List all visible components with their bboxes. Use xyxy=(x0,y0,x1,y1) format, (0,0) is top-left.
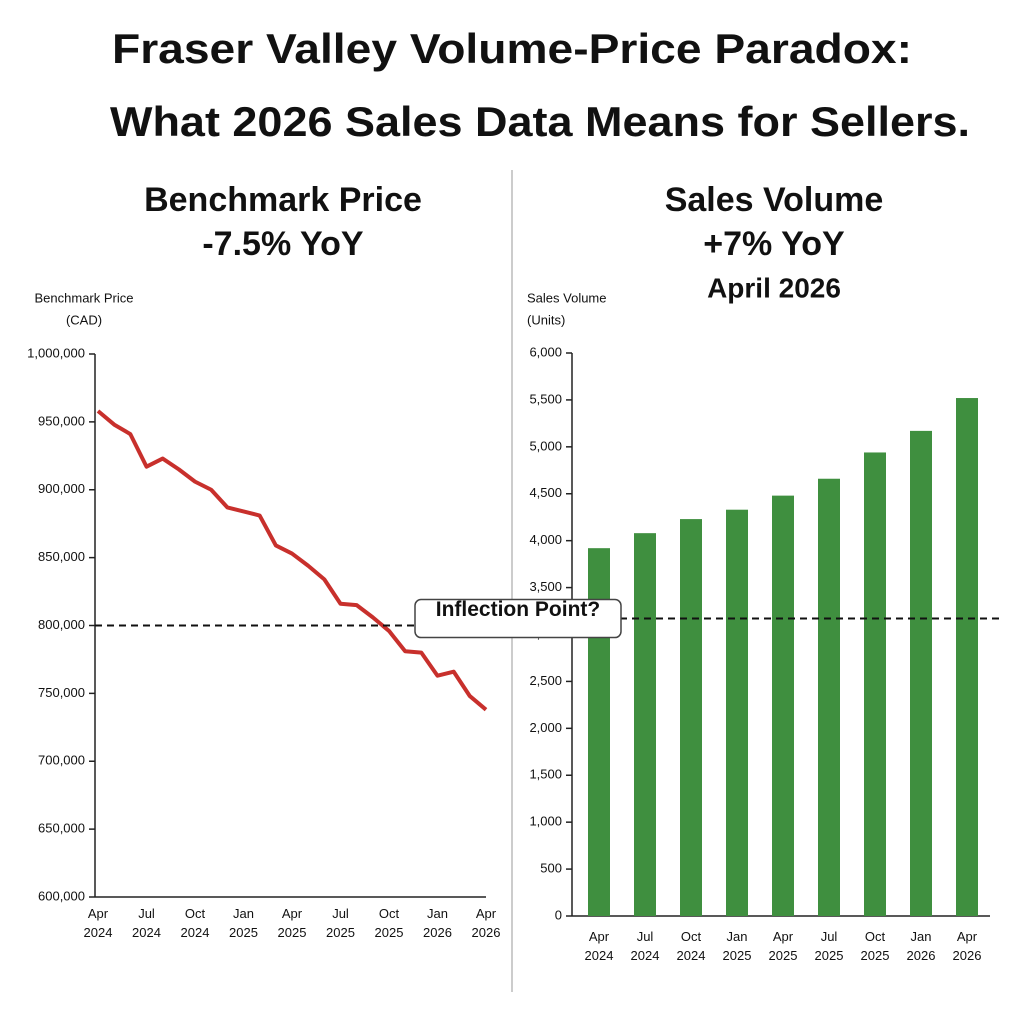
y-axis-label: (CAD) xyxy=(66,312,102,327)
x-tick-label: Apr 2024 xyxy=(585,929,614,963)
x-tick-label: Jul 2024 xyxy=(631,929,660,963)
x-tick-label: Jan 2026 xyxy=(423,906,452,940)
panel-subtitle: April 2026 xyxy=(707,272,841,303)
x-tick-label: Jul 2025 xyxy=(326,906,355,940)
y-axis-label: Sales Volume xyxy=(527,290,607,305)
y-axis-label: (Units) xyxy=(527,312,565,327)
x-tick-label: Apr 2024 xyxy=(84,906,113,940)
bar xyxy=(726,509,748,916)
annotation-box xyxy=(414,598,622,639)
y-tick-label: 3,500 xyxy=(529,579,562,594)
bar xyxy=(910,430,932,916)
y-tick-label: 800,000 xyxy=(38,617,85,632)
panel-subtitle: +7% YoY xyxy=(703,225,845,263)
bar xyxy=(634,533,656,916)
x-tick-label: Apr 2026 xyxy=(472,906,501,940)
x-tick-label: Oct 2025 xyxy=(375,906,404,940)
y-tick-label: 600,000 xyxy=(38,888,85,903)
page-title: Fraser Valley Volume-Price Paradox: xyxy=(112,25,912,72)
x-tick-label: Apr 2025 xyxy=(769,929,798,963)
y-tick-label: 750,000 xyxy=(38,685,85,700)
y-tick-label: 1,000 xyxy=(529,814,562,829)
y-tick-label: 5,500 xyxy=(529,391,562,406)
y-tick-label: 4,000 xyxy=(529,532,562,547)
y-axis-label: Benchmark Price xyxy=(35,290,134,305)
y-tick-label: 1,000,000 xyxy=(27,345,85,360)
bar xyxy=(588,548,610,916)
y-tick-label: 2,500 xyxy=(529,673,562,688)
bar xyxy=(772,495,794,916)
y-tick-label: 0 xyxy=(555,907,562,922)
y-tick-label: 4,500 xyxy=(529,485,562,500)
page-title: What 2026 Sales Data Means for Sellers. xyxy=(110,98,970,145)
x-tick-label: Jul 2025 xyxy=(815,929,844,963)
y-tick-label: 1,500 xyxy=(529,767,562,782)
price-line xyxy=(96,409,488,712)
y-tick-label: 5,000 xyxy=(529,438,562,453)
x-tick-label: Oct 2024 xyxy=(677,929,706,963)
y-tick-label: 850,000 xyxy=(38,549,85,564)
y-tick-label: 950,000 xyxy=(38,413,85,428)
bar xyxy=(864,452,886,916)
bar xyxy=(956,398,978,916)
y-tick-label: 500 xyxy=(540,861,562,876)
y-tick-label: 650,000 xyxy=(38,821,85,836)
x-tick-label: Jul 2024 xyxy=(132,906,161,940)
x-tick-label: Apr 2026 xyxy=(953,929,982,963)
x-tick-label: Oct 2024 xyxy=(181,906,210,940)
y-tick-label: 2,000 xyxy=(529,720,562,735)
bar xyxy=(818,478,840,916)
x-tick-label: Jan 2025 xyxy=(229,906,258,940)
panel-title: Benchmark Price xyxy=(144,181,422,219)
y-tick-label: 6,000 xyxy=(529,344,562,359)
panel-subtitle: -7.5% YoY xyxy=(202,225,364,263)
x-tick-label: Oct 2025 xyxy=(861,929,890,963)
annotation: Inflection Point? xyxy=(436,598,600,621)
x-tick-label: Jan 2026 xyxy=(907,929,936,963)
panel-title: Sales Volume xyxy=(665,181,884,219)
x-tick-label: Jan 2025 xyxy=(723,929,752,963)
y-tick-label: 900,000 xyxy=(38,481,85,496)
y-tick-label: 700,000 xyxy=(38,753,85,768)
bar xyxy=(680,519,702,916)
x-tick-label: Apr 2025 xyxy=(278,906,307,940)
